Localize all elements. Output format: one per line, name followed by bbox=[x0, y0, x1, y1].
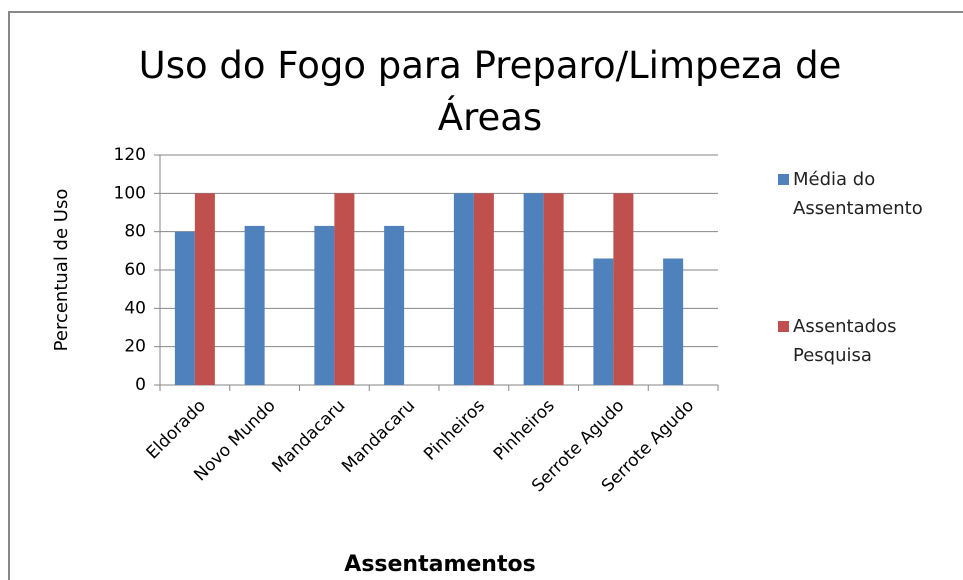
bar bbox=[543, 193, 564, 385]
bar bbox=[194, 193, 215, 385]
x-tick-label: Mandacaru bbox=[338, 396, 419, 477]
legend-swatch bbox=[778, 174, 789, 185]
bar bbox=[593, 258, 614, 385]
bar bbox=[244, 225, 265, 385]
y-axis-label: Percentual de Uso bbox=[51, 189, 72, 352]
y-tick-label: 40 bbox=[124, 298, 146, 318]
bar bbox=[384, 225, 405, 385]
y-tick-label: 100 bbox=[114, 183, 146, 203]
x-tick-label: Eldorado bbox=[143, 396, 210, 463]
bar bbox=[453, 193, 474, 385]
legend-label: Média do Assentamento bbox=[793, 169, 923, 219]
bar bbox=[314, 225, 335, 385]
x-tick-label: Mandacaru bbox=[268, 396, 349, 477]
chart-border bbox=[8, 11, 963, 580]
bar bbox=[174, 231, 195, 385]
x-tick-label: Pinheiros bbox=[420, 396, 489, 465]
bar bbox=[663, 258, 684, 385]
y-tick-label: 0 bbox=[135, 375, 146, 395]
chart-title: Uso do Fogo para Preparo/Limpeza de Área… bbox=[138, 44, 842, 139]
y-tick-label: 120 bbox=[114, 145, 146, 165]
y-tick-label: 60 bbox=[124, 260, 146, 280]
bar bbox=[473, 193, 494, 385]
bar bbox=[334, 193, 355, 385]
y-tick-label: 80 bbox=[124, 222, 146, 242]
x-tick-label: Pinheiros bbox=[490, 396, 559, 465]
bar bbox=[523, 193, 544, 385]
legend-label: Assentados Pesquisa bbox=[793, 316, 897, 366]
bar bbox=[613, 193, 634, 385]
x-axis-label: Assentamentos bbox=[344, 552, 535, 577]
y-tick-label: 20 bbox=[124, 337, 146, 357]
legend-swatch bbox=[778, 321, 789, 332]
